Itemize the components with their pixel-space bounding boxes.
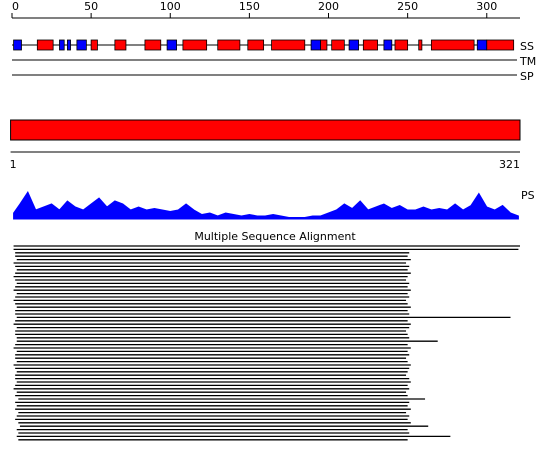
ss-helix	[247, 39, 265, 51]
ss-helix	[320, 39, 328, 51]
ss-helix	[394, 39, 409, 51]
ss-helix	[144, 39, 162, 51]
ss-strand	[66, 39, 71, 51]
ss-strand	[166, 39, 177, 51]
ss-strand	[13, 39, 22, 51]
ss-helix	[331, 39, 345, 51]
ss-helix	[430, 39, 475, 51]
ss-strand	[59, 39, 65, 51]
tick-label: 250	[397, 0, 418, 13]
ss-strand	[476, 39, 488, 51]
track-label: SP	[520, 70, 534, 83]
ss-helix	[271, 39, 306, 51]
tick-label: 200	[318, 0, 339, 13]
track-label: SS	[520, 40, 534, 53]
ss-strand	[310, 39, 321, 51]
ss-helix	[182, 39, 208, 51]
tick-label: 50	[84, 0, 98, 13]
alignment-title: Multiple Sequence Alignment	[194, 230, 356, 243]
ss-strand	[76, 39, 87, 51]
ss-helix	[90, 39, 98, 51]
ss-helix	[486, 39, 515, 51]
tick-label: 0	[12, 0, 19, 13]
ss-strand	[348, 39, 359, 51]
domain-start: 1	[10, 158, 17, 171]
conservation-area	[13, 190, 519, 220]
ss-helix	[418, 39, 423, 51]
ss-helix	[217, 39, 241, 51]
tick-label: 100	[160, 0, 181, 13]
ss-helix	[114, 39, 127, 51]
ss-strand	[383, 39, 393, 51]
track-label: PS	[521, 189, 535, 202]
ss-helix	[362, 39, 378, 51]
tick-label: 300	[476, 0, 497, 13]
tick-label: 150	[239, 0, 260, 13]
domain-bar	[10, 119, 521, 141]
ss-helix	[36, 39, 54, 51]
track-label: TM	[519, 55, 536, 68]
domain-end: 321	[499, 158, 520, 171]
